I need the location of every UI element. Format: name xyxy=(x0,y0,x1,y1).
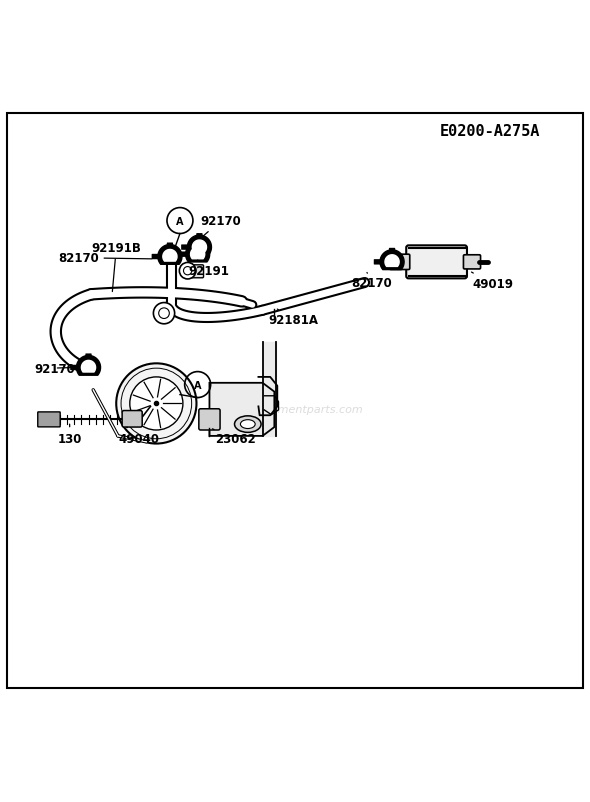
FancyBboxPatch shape xyxy=(70,365,78,371)
Ellipse shape xyxy=(234,416,261,433)
Text: 130: 130 xyxy=(58,424,82,446)
Circle shape xyxy=(153,303,175,324)
Polygon shape xyxy=(263,342,276,436)
Polygon shape xyxy=(81,361,96,373)
Polygon shape xyxy=(77,356,100,376)
Polygon shape xyxy=(158,245,182,265)
Text: 92170: 92170 xyxy=(201,215,241,237)
Text: E0200-A275A: E0200-A275A xyxy=(440,124,540,139)
Text: A: A xyxy=(194,380,201,390)
Circle shape xyxy=(183,267,192,275)
FancyBboxPatch shape xyxy=(196,233,202,241)
Text: 92191B: 92191B xyxy=(91,241,142,292)
Text: 49040: 49040 xyxy=(118,427,159,446)
FancyBboxPatch shape xyxy=(179,252,187,257)
FancyBboxPatch shape xyxy=(181,245,189,250)
Text: 92191: 92191 xyxy=(189,261,230,277)
FancyBboxPatch shape xyxy=(389,255,409,270)
Text: 23062: 23062 xyxy=(212,429,256,446)
FancyBboxPatch shape xyxy=(199,409,220,431)
Circle shape xyxy=(116,364,196,444)
FancyBboxPatch shape xyxy=(406,246,467,279)
Text: 82170: 82170 xyxy=(58,252,152,265)
Circle shape xyxy=(179,263,196,280)
FancyBboxPatch shape xyxy=(374,260,381,265)
FancyBboxPatch shape xyxy=(464,256,480,269)
Text: 92181A: 92181A xyxy=(268,310,319,326)
FancyBboxPatch shape xyxy=(195,241,201,249)
FancyBboxPatch shape xyxy=(186,265,204,278)
Text: 49019: 49019 xyxy=(471,273,513,291)
Text: 82170: 82170 xyxy=(351,273,392,290)
Polygon shape xyxy=(191,248,205,259)
Ellipse shape xyxy=(241,420,255,429)
Polygon shape xyxy=(385,256,399,267)
Circle shape xyxy=(130,378,183,431)
FancyBboxPatch shape xyxy=(122,411,142,427)
Text: A: A xyxy=(176,217,183,226)
Polygon shape xyxy=(380,250,404,270)
FancyBboxPatch shape xyxy=(38,412,60,427)
Polygon shape xyxy=(188,236,211,256)
Polygon shape xyxy=(163,250,177,261)
Circle shape xyxy=(159,309,169,319)
Text: eReplacementparts.com: eReplacementparts.com xyxy=(227,405,363,415)
Polygon shape xyxy=(209,383,274,436)
FancyBboxPatch shape xyxy=(86,354,91,362)
Polygon shape xyxy=(186,243,209,262)
Polygon shape xyxy=(192,241,206,253)
FancyBboxPatch shape xyxy=(167,243,173,251)
FancyBboxPatch shape xyxy=(152,254,159,260)
FancyBboxPatch shape xyxy=(389,249,395,256)
Text: 92170: 92170 xyxy=(34,362,75,375)
